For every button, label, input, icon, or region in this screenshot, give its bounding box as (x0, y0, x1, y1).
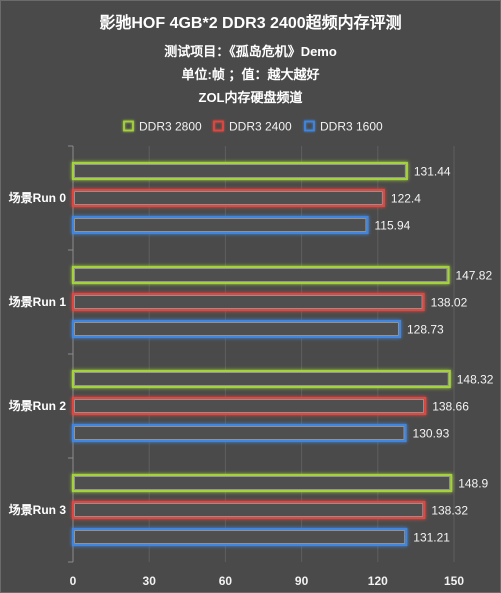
bar-ddr3-1600-run-2 (71, 423, 407, 443)
bar-highlight-ddr3-2800-run-0 (74, 164, 406, 178)
bar-highlight-ddr3-1600-run-2 (74, 426, 405, 440)
legend: DDR3 2800 DDR3 2400 DDR3 1600 (123, 120, 383, 134)
bar-highlight-ddr3-2800-run-2 (74, 372, 449, 386)
category-label-run-0: 场景Run 0 (9, 191, 67, 205)
legend-label-ddr3-2800: DDR3 2800 (139, 120, 202, 134)
chart-subtitle-test-item: 测试项目：《孤岛危机》Demo (164, 44, 337, 59)
legend-swatch-ddr3-1600 (304, 120, 315, 132)
chart-subtitle-source: ZOL内存硬盘频道 (199, 90, 303, 105)
value-label-ddr3-1600-run-3: 131.21 (413, 531, 450, 545)
legend-swatch-ddr3-2400 (213, 120, 224, 132)
chart-title: 影驰HOF 4GB*2 DDR3 2400超频内存评测 (99, 13, 401, 32)
bar-ddr3-1600-run-3 (71, 527, 408, 547)
legend-item-ddr3-1600: DDR3 1600 (304, 120, 383, 134)
bar-ddr3-2800-run-1 (71, 265, 450, 285)
legend-item-ddr3-2400: DDR3 2400 (213, 120, 292, 134)
value-label-ddr3-2800-run-3: 148.9 (458, 477, 488, 491)
x-tick-label-60: 60 (219, 574, 233, 588)
bar-ddr3-2800-run-3 (71, 473, 453, 493)
bar-highlight-ddr3-2400-run-1 (74, 295, 423, 309)
value-label-ddr3-2400-run-1: 138.02 (431, 296, 468, 310)
grid-layer (68, 145, 455, 563)
category-label-run-1: 场景Run 1 (9, 295, 67, 309)
legend-swatch-ddr3-2800 (123, 120, 134, 132)
bar-highlight-ddr3-1600-run-3 (74, 530, 406, 544)
value-label-ddr3-2800-run-2: 148.32 (457, 373, 494, 387)
legend-label-ddr3-1600: DDR3 1600 (320, 120, 383, 134)
value-label-ddr3-1600-run-0: 115.94 (374, 219, 410, 233)
bar-highlight-ddr3-1600-run-0 (74, 218, 367, 232)
value-label-ddr3-2400-run-3: 138.32 (431, 504, 468, 518)
value-label-ddr3-2400-run-0: 122.4 (391, 192, 421, 206)
x-tick-label-0: 0 (70, 574, 77, 588)
value-label-ddr3-2400-run-2: 138.66 (432, 400, 469, 414)
bar-ddr3-2800-run-0 (71, 161, 408, 181)
x-tick-label-120: 120 (368, 574, 388, 588)
legend-item-ddr3-2800: DDR3 2800 (123, 120, 202, 134)
legend-label-ddr3-2400: DDR3 2400 (229, 120, 292, 134)
bar-ddr3-1600-run-0 (71, 215, 369, 235)
value-label-ddr3-1600-run-1: 128.73 (407, 323, 444, 337)
value-label-ddr3-2800-run-0: 131.44 (414, 165, 451, 179)
bar-highlight-ddr3-2400-run-0 (74, 191, 383, 205)
bar-highlight-ddr3-2400-run-2 (74, 399, 424, 413)
x-tick-label-30: 30 (143, 574, 157, 588)
bar-ddr3-2800-run-2 (71, 369, 451, 389)
chart-subtitle-unit: 单位:帧 ；值：越大越好 (182, 67, 320, 83)
bar-ddr3-2400-run-3 (71, 500, 426, 520)
bar-ddr3-2400-run-2 (71, 396, 427, 416)
category-label-run-3: 场景Run 3 (9, 503, 67, 517)
category-label-run-2: 场景Run 2 (9, 399, 67, 413)
x-tick-label-90: 90 (295, 574, 309, 588)
x-tick-label-150: 150 (444, 574, 464, 588)
label-layer: 0 30 60 90 120 150 场景Run 0 131.44 122.4 115.94 场景R… (9, 165, 494, 589)
bar-ddr3-2400-run-1 (71, 292, 425, 312)
value-label-ddr3-2800-run-1: 147.82 (455, 269, 492, 283)
bar-ddr3-1600-run-1 (71, 319, 402, 339)
value-label-ddr3-1600-run-2: 130.93 (413, 427, 450, 441)
bar-highlight-ddr3-2400-run-3 (74, 503, 424, 517)
bar-layer (71, 161, 453, 547)
bar-highlight-ddr3-2800-run-1 (74, 268, 448, 282)
bar-highlight-ddr3-2800-run-3 (74, 476, 451, 490)
bar-highlight-ddr3-1600-run-1 (74, 322, 399, 336)
bar-ddr3-2400-run-0 (71, 188, 385, 208)
